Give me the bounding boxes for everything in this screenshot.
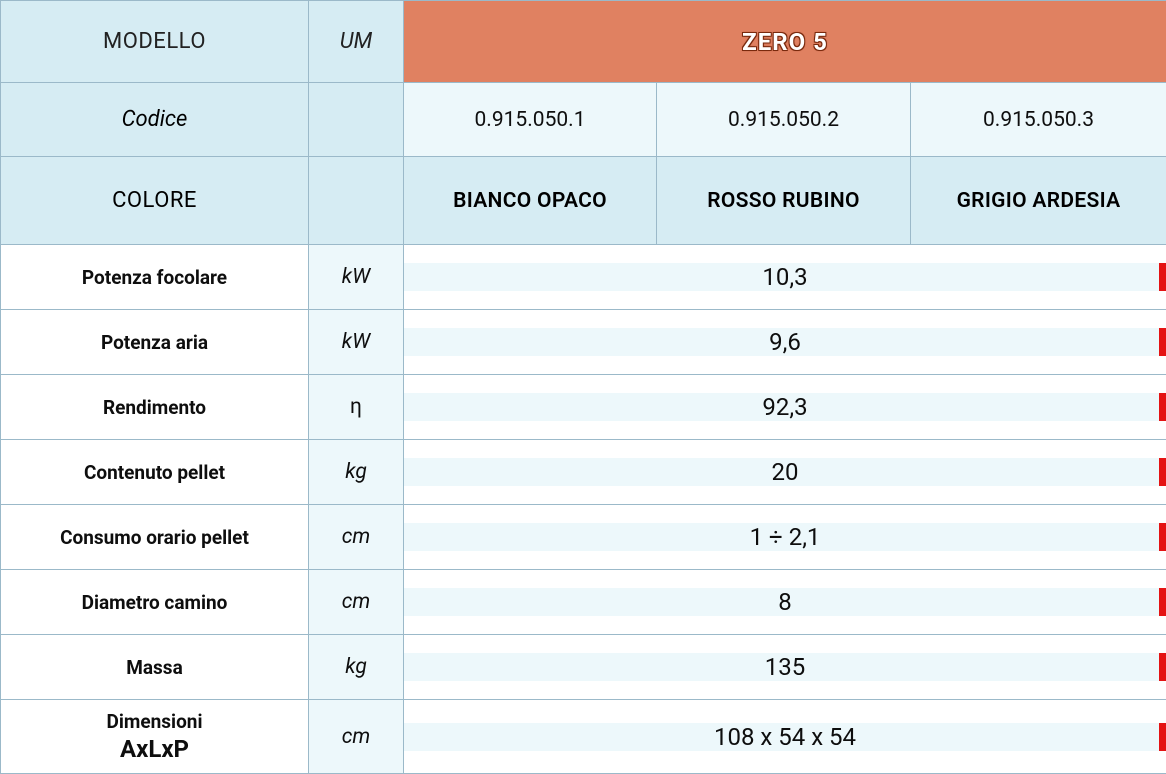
spec-label: Massa <box>1 635 309 700</box>
red-bar-icon <box>1159 523 1166 551</box>
codice-val-2: 0.915.050.3 <box>911 83 1166 157</box>
spec-value: 135 <box>404 653 1166 681</box>
spec-row-dimensioni: Dimensioni AxLxP cm 108 x 54 x 54 <box>1 700 1166 774</box>
spec-value: 108 x 54 x 54 <box>404 723 1166 751</box>
spec-label: Rendimento <box>1 375 309 440</box>
spec-row-1: Potenza aria kW 9,6 <box>1 310 1166 375</box>
spec-row-4: Consumo orario pellet cm 1 ÷ 2,1 <box>1 505 1166 570</box>
codice-um-blank <box>309 83 404 157</box>
spec-um: cm <box>309 570 404 635</box>
spec-label: Potenza aria <box>1 310 309 375</box>
red-bar-icon <box>1159 328 1166 356</box>
header-modello: MODELLO <box>1 1 309 83</box>
spec-row-2: Rendimento η 92,3 <box>1 375 1166 440</box>
spec-value: 92,3 <box>404 393 1166 421</box>
spec-um: kg <box>309 440 404 505</box>
colore-val-1: ROSSO RUBINO <box>657 157 911 245</box>
red-bar-icon <box>1159 588 1166 616</box>
spec-value: 20 <box>404 458 1166 486</box>
spec-value: 10,3 <box>404 263 1166 291</box>
spec-row-5: Diametro camino cm 8 <box>1 570 1166 635</box>
colore-um-blank <box>309 157 404 245</box>
spec-um: kW <box>309 245 404 310</box>
red-bar-icon <box>1159 653 1166 681</box>
spec-label: Potenza focolare <box>1 245 309 310</box>
spec-value: 1 ÷ 2,1 <box>404 523 1166 551</box>
spec-value: 9,6 <box>404 328 1166 356</box>
red-bar-icon <box>1159 393 1166 421</box>
codice-val-1: 0.915.050.2 <box>657 83 911 157</box>
product-spec-table: MODELLO UM ZERO 5 Codice 0.915.050.1 0.9… <box>0 0 1166 774</box>
spec-row-3: Contenuto pellet kg 20 <box>1 440 1166 505</box>
header-model-name: ZERO 5 <box>404 1 1166 83</box>
colore-val-2: GRIGIO ARDESIA <box>911 157 1166 245</box>
colore-val-0: BIANCO OPACO <box>404 157 657 245</box>
spec-um: η <box>309 375 404 440</box>
spec-um: kg <box>309 635 404 700</box>
colore-row: COLORE BIANCO OPACO ROSSO RUBINO GRIGIO … <box>1 157 1166 245</box>
codice-val-0: 0.915.050.1 <box>404 83 657 157</box>
red-bar-icon <box>1159 723 1166 751</box>
spec-row-6: Massa kg 135 <box>1 635 1166 700</box>
codice-label: Codice <box>1 83 309 157</box>
spec-label: Diametro camino <box>1 570 309 635</box>
spec-label: Consumo orario pellet <box>1 505 309 570</box>
spec-value: 8 <box>404 588 1166 616</box>
header-row: MODELLO UM ZERO 5 <box>1 1 1166 83</box>
spec-um: kW <box>309 310 404 375</box>
spec-um: cm <box>309 700 404 774</box>
spec-row-0: Potenza focolare kW 10,3 <box>1 245 1166 310</box>
header-um: UM <box>309 1 404 83</box>
red-bar-icon <box>1159 458 1166 486</box>
colore-label: COLORE <box>1 157 309 245</box>
spec-label: Contenuto pellet <box>1 440 309 505</box>
spec-label-dimensioni: Dimensioni AxLxP <box>1 700 309 774</box>
red-bar-icon <box>1159 263 1166 291</box>
codice-row: Codice 0.915.050.1 0.915.050.2 0.915.050… <box>1 83 1166 157</box>
spec-um: cm <box>309 505 404 570</box>
